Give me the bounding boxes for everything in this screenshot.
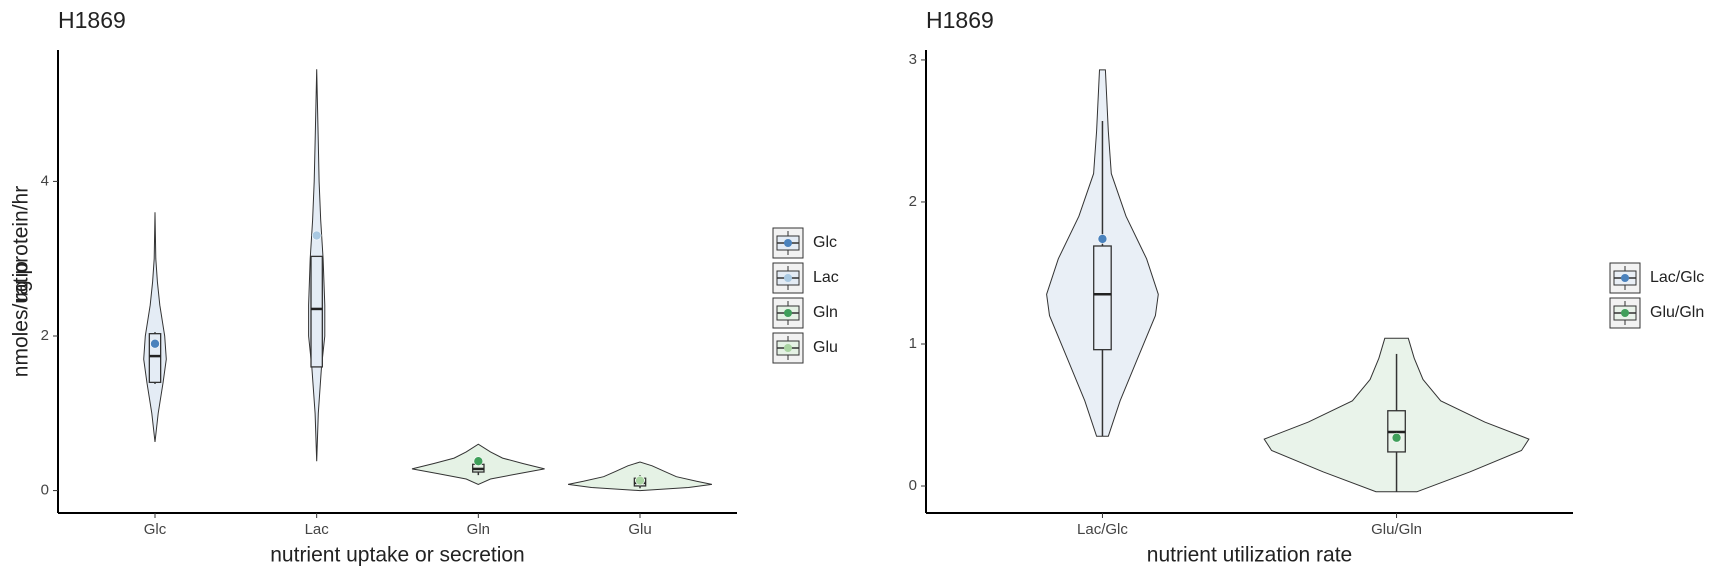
y-tick-label: 2 <box>41 327 49 344</box>
mean-point <box>150 338 160 349</box>
legend-point <box>784 309 792 317</box>
x-tick-label: Glc <box>144 521 167 538</box>
x-tick-label: Glu <box>628 521 651 538</box>
y-tick-label: 3 <box>909 51 917 68</box>
legend-label: Lac/Glc <box>1650 269 1704 286</box>
legend-label: Glu <box>813 339 838 356</box>
x-tick-label: Lac <box>305 521 330 538</box>
y-tick-label: 0 <box>41 482 49 499</box>
legend-label: Lac <box>813 269 839 286</box>
chart-title: H1869 <box>58 7 126 33</box>
y-axis-label: nmoles/ug protein/hr <box>10 186 33 377</box>
y-tick-label: 4 <box>41 172 49 189</box>
legend-point <box>784 239 792 247</box>
legend-point <box>784 274 792 282</box>
legend-point <box>784 344 792 352</box>
violin <box>143 212 167 442</box>
box <box>1093 245 1112 351</box>
mean-point <box>1391 432 1402 443</box>
mean-point <box>473 456 484 467</box>
x-tick-label: Lac/Glc <box>1077 521 1128 538</box>
legend-label: Glu/Gln <box>1650 304 1704 321</box>
mean-point <box>1097 234 1108 244</box>
x-axis-label: nutrient uptake or secretion <box>270 544 524 567</box>
x-tick-label: Glu/Gln <box>1371 521 1422 538</box>
y-tick-label: 2 <box>909 193 917 210</box>
legend-label: Glc <box>813 234 837 251</box>
legend-point <box>1621 274 1629 282</box>
chart-title: H1869 <box>926 7 994 33</box>
box <box>148 333 162 384</box>
x-axis-label: nutrient utilization rate <box>1147 544 1352 567</box>
y-axis-label: ratio <box>10 261 33 302</box>
legend-point <box>1621 309 1629 317</box>
box <box>310 255 323 368</box>
y-tick-label: 0 <box>909 477 917 494</box>
mean-point <box>635 475 645 486</box>
mean-point <box>311 230 322 241</box>
y-tick-label: 1 <box>909 335 917 352</box>
x-tick-label: Gln <box>467 521 490 538</box>
legend-label: Gln <box>813 304 838 321</box>
